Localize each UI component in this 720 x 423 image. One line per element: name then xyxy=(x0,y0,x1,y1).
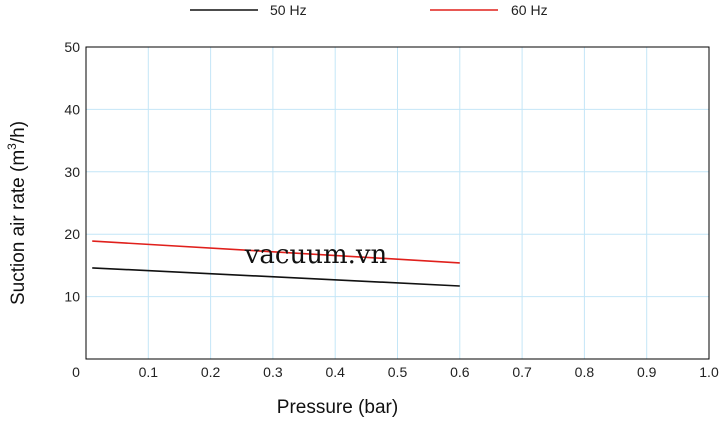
plot-frame xyxy=(85,46,710,360)
y-axis-label-main: Suction air rate (m xyxy=(8,150,29,305)
x-tick-label: 0.3 xyxy=(263,364,283,380)
x-axis-label: Pressure (bar) xyxy=(277,397,398,418)
y-tick-label: 20 xyxy=(64,226,80,242)
x-tick-label: 0 xyxy=(72,364,80,380)
series-line-60hz xyxy=(92,240,460,264)
y-tick-label: 30 xyxy=(64,164,80,180)
x-tick-label: 0.2 xyxy=(201,364,221,380)
watermark-text: vacuum.vn xyxy=(244,240,388,270)
legend-label: 50 Hz xyxy=(270,2,307,18)
x-tick-label: 0.4 xyxy=(325,364,345,380)
legend: 50 Hz 60 Hz xyxy=(190,2,548,18)
y-tick-label: 40 xyxy=(64,101,80,117)
series-layer xyxy=(92,240,460,287)
x-tick-label: 0.6 xyxy=(450,364,470,380)
legend-label: 60 Hz xyxy=(511,2,548,18)
chart-grid xyxy=(86,47,709,359)
x-tick-label: 0.1 xyxy=(139,364,159,380)
y-axis-label-end: /h) xyxy=(8,121,29,143)
y-tick-labels: 10 20 30 40 50 xyxy=(64,39,80,305)
x-tick-labels: 0 0.1 0.2 0.3 0.4 0.5 0.6 0.7 0.8 0.9 1.0 xyxy=(72,364,719,380)
x-tick-label: 0.8 xyxy=(575,364,595,380)
y-axis-label-superscript: 3 xyxy=(5,143,19,150)
series-line-50hz xyxy=(92,267,460,287)
y-tick-label: 10 xyxy=(64,289,80,305)
x-tick-label: 0.5 xyxy=(388,364,408,380)
y-axis-label: Suction air rate (m3/h) xyxy=(5,121,29,305)
x-tick-label: 1.0 xyxy=(699,364,719,380)
x-tick-label: 0.7 xyxy=(512,364,532,380)
x-tick-label: 0.9 xyxy=(637,364,657,380)
y-tick-label: 50 xyxy=(64,39,80,55)
